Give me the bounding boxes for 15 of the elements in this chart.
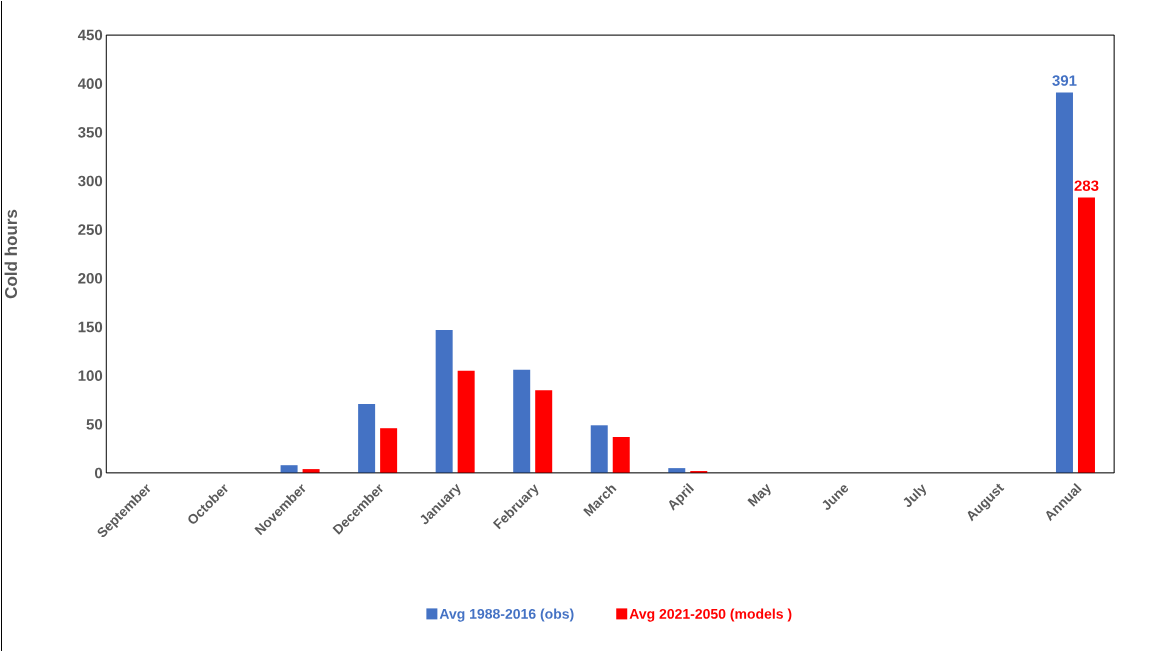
y-tick-label: 400 [77, 78, 103, 89]
y-tick-label: 100 [78, 370, 103, 381]
y-tick-label: 150 [78, 321, 103, 333]
y-tick-label: 450 [77, 29, 103, 41]
y-tick-label: 200 [78, 273, 103, 284]
y-tick-label: 250 [78, 224, 103, 235]
y-tick-label: 350 [78, 127, 103, 138]
y-tick-label: 0 [94, 467, 103, 479]
data-label: 391 [1052, 75, 1077, 86]
legend-label: Avg 2021-2050 (models ) [629, 608, 792, 622]
y-tick-label: 50 [86, 419, 103, 430]
y-axis-title: Cold hours [4, 209, 18, 299]
legend-label: Avg 1988-2016 (obs) [439, 608, 574, 622]
data-label: 283 [1074, 180, 1099, 192]
y-tick-label: 300 [78, 175, 103, 187]
